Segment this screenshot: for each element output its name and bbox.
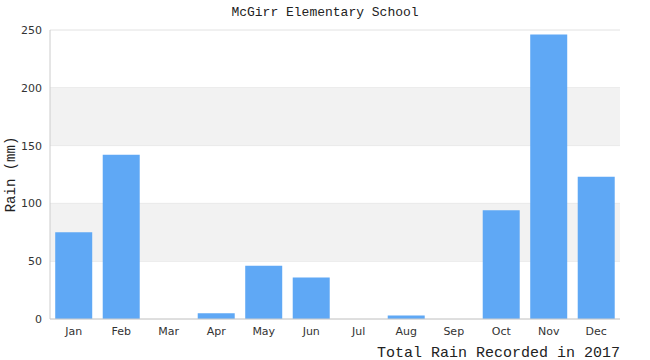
svg-text:50: 50 xyxy=(28,255,42,268)
svg-text:Nov: Nov xyxy=(538,325,560,338)
svg-text:Rain (mm): Rain (mm) xyxy=(8,137,19,213)
svg-text:Oct: Oct xyxy=(492,325,512,338)
svg-text:Feb: Feb xyxy=(112,325,131,338)
svg-text:200: 200 xyxy=(21,82,42,95)
svg-text:Sep: Sep xyxy=(443,325,464,338)
html-text:McGirr Elementary School: McGirr Elementary School xyxy=(231,5,419,20)
svg-text:250: 250 xyxy=(21,24,42,37)
svg-text:Total Rain Recorded in 2017: Total Rain Recorded in 2017 xyxy=(377,345,620,360)
svg-text:Mar: Mar xyxy=(158,325,179,338)
svg-text:Apr: Apr xyxy=(207,325,227,338)
svg-text:Jan: Jan xyxy=(64,325,82,338)
svg-text:Aug: Aug xyxy=(396,325,417,338)
svg-text:Dec: Dec xyxy=(586,325,607,338)
svg-text:Jul: Jul xyxy=(351,325,365,338)
svg-text:May: May xyxy=(252,325,275,338)
svg-text:150: 150 xyxy=(21,140,42,153)
svg-text:0: 0 xyxy=(35,313,42,326)
svg-text:Jun: Jun xyxy=(302,325,320,338)
svg-text:100: 100 xyxy=(21,197,42,210)
